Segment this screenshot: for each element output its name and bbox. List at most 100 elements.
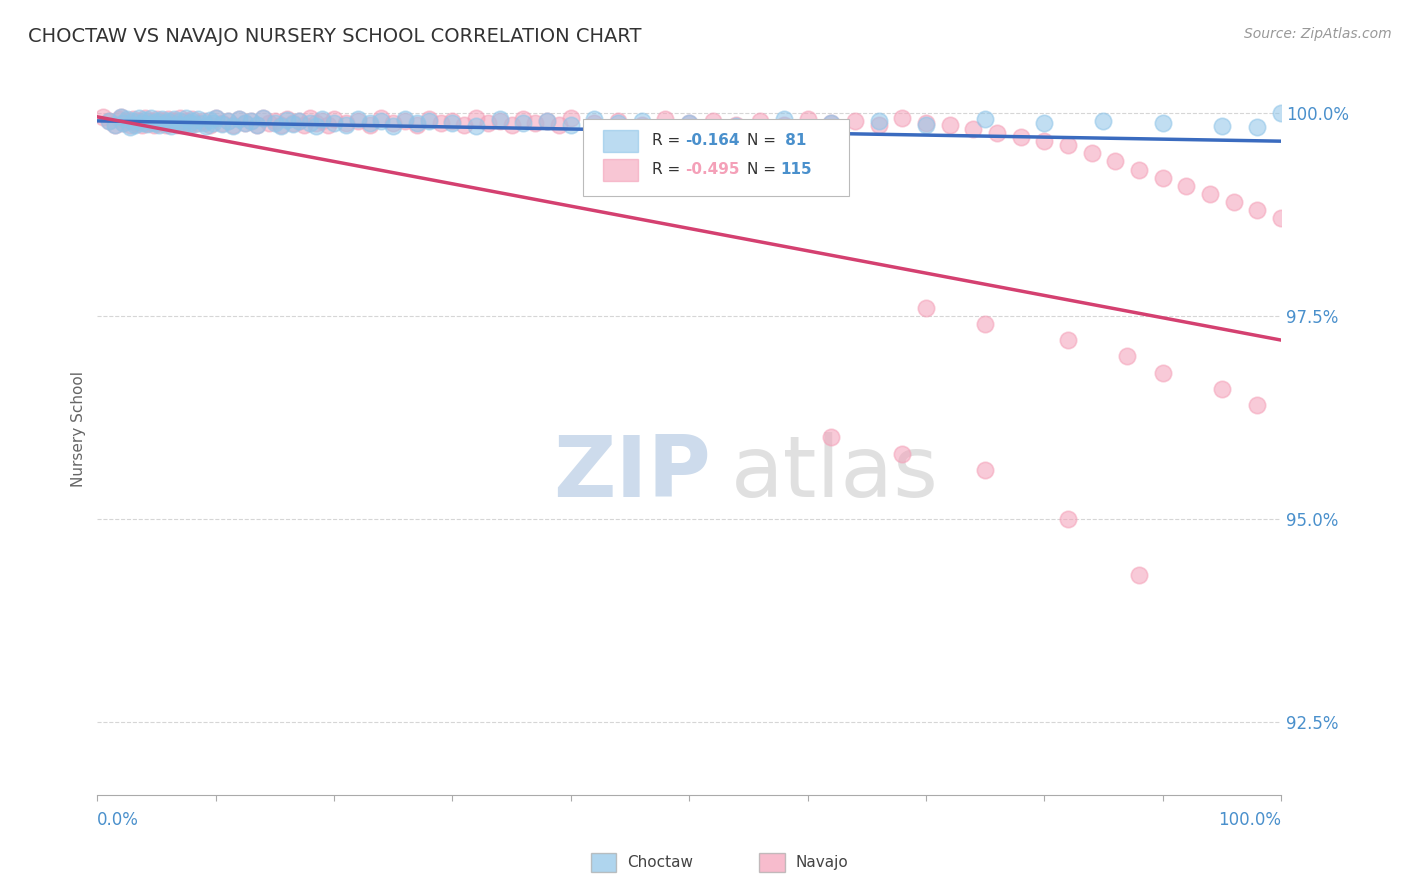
Point: [406, 116, 429, 130]
FancyBboxPatch shape: [603, 130, 638, 152]
Point: [233, 116, 256, 130]
Point: [654, 112, 676, 127]
Point: [536, 114, 558, 128]
Point: [233, 115, 256, 129]
Point: [163, 112, 186, 127]
Point: [868, 114, 890, 128]
Point: [155, 118, 177, 132]
Point: [128, 114, 150, 128]
Point: [560, 112, 582, 126]
Point: [1057, 138, 1080, 153]
Text: Source: ZipAtlas.com: Source: ZipAtlas.com: [1244, 27, 1392, 41]
Point: [276, 113, 298, 128]
Point: [198, 113, 221, 128]
Point: [1246, 203, 1268, 218]
Point: [1175, 178, 1198, 193]
Point: [868, 118, 890, 132]
Point: [217, 114, 239, 128]
Point: [193, 115, 215, 129]
Point: [187, 115, 209, 129]
Point: [1152, 170, 1174, 185]
Text: CHOCTAW VS NAVAJO NURSERY SCHOOL CORRELATION CHART: CHOCTAW VS NAVAJO NURSERY SCHOOL CORRELA…: [28, 27, 641, 45]
Point: [1211, 119, 1233, 133]
Point: [270, 118, 292, 132]
Point: [915, 301, 938, 315]
Text: atlas: atlas: [731, 432, 939, 515]
Point: [1152, 366, 1174, 380]
Point: [702, 114, 724, 128]
Point: [1092, 114, 1115, 128]
Point: [1222, 195, 1244, 210]
Point: [370, 114, 392, 128]
Point: [166, 117, 188, 131]
Point: [157, 114, 180, 128]
Point: [270, 119, 292, 133]
Point: [488, 112, 510, 127]
Point: [335, 115, 357, 129]
Point: [512, 112, 534, 127]
Point: [120, 120, 142, 135]
Point: [110, 110, 132, 124]
Point: [276, 112, 298, 127]
Point: [1104, 154, 1126, 169]
Text: Navajo: Navajo: [796, 855, 849, 870]
Point: [240, 114, 263, 128]
Point: [1270, 105, 1292, 120]
Point: [193, 114, 215, 128]
Text: R =: R =: [652, 162, 686, 178]
Point: [148, 115, 170, 129]
Point: [418, 112, 440, 127]
Point: [281, 115, 304, 129]
Point: [441, 115, 464, 129]
Point: [98, 114, 121, 128]
Point: [678, 115, 700, 129]
Point: [394, 114, 416, 128]
Point: [406, 118, 429, 132]
Point: [962, 122, 984, 136]
Point: [1010, 130, 1032, 145]
Point: [169, 114, 191, 128]
Point: [110, 110, 132, 124]
Text: ZIP: ZIP: [553, 432, 711, 515]
Point: [1116, 349, 1139, 363]
Point: [299, 112, 322, 126]
Text: N =: N =: [747, 162, 780, 178]
Point: [1152, 115, 1174, 129]
Point: [174, 114, 197, 128]
Point: [211, 115, 233, 129]
Point: [179, 118, 201, 132]
Point: [131, 118, 153, 132]
Point: [891, 447, 914, 461]
Text: 115: 115: [780, 162, 811, 178]
Point: [121, 114, 143, 128]
Point: [264, 115, 287, 129]
Point: [370, 112, 392, 126]
Point: [465, 119, 488, 133]
Point: [678, 115, 700, 129]
Point: [222, 119, 245, 133]
Point: [198, 118, 221, 132]
Point: [796, 112, 818, 127]
Point: [820, 115, 842, 129]
Point: [157, 112, 180, 127]
Point: [287, 114, 309, 128]
Point: [311, 114, 333, 128]
Point: [844, 114, 866, 128]
Point: [820, 116, 842, 130]
Point: [294, 118, 316, 132]
Point: [104, 118, 127, 132]
Point: [112, 115, 135, 129]
Point: [134, 113, 156, 128]
Point: [124, 118, 146, 132]
Point: [120, 118, 142, 132]
Point: [607, 116, 630, 130]
Point: [299, 115, 322, 129]
Text: Choctaw: Choctaw: [627, 855, 693, 870]
Point: [139, 114, 162, 128]
Point: [136, 115, 159, 129]
Point: [217, 114, 239, 128]
Text: 100.0%: 100.0%: [1218, 811, 1281, 829]
Point: [974, 463, 997, 477]
Point: [145, 112, 167, 127]
Point: [145, 114, 167, 128]
